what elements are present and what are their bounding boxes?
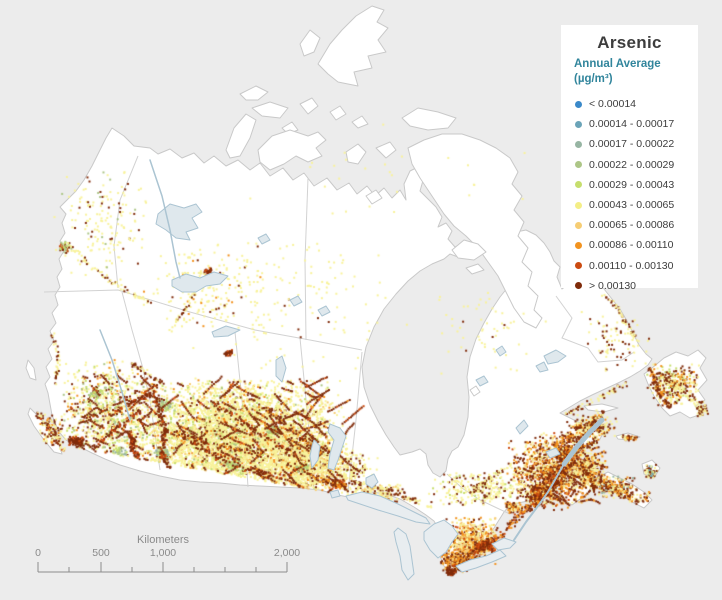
lake xyxy=(423,519,459,559)
scalebar-tick-label: 1,000 xyxy=(150,547,176,559)
lake xyxy=(327,423,347,471)
lake xyxy=(329,489,341,499)
legend-class-label: > 0.00130 xyxy=(589,279,637,292)
scalebar-graphic: 0 500 1,000 2,000 xyxy=(35,547,300,573)
lake xyxy=(491,537,517,551)
river xyxy=(149,159,181,279)
lake xyxy=(365,473,379,489)
legend-item: > 0.00130 xyxy=(561,276,698,296)
legend-item: 0.00022 - 0.00029 xyxy=(561,155,698,175)
legend-class-label: 0.00110 - 0.00130 xyxy=(589,259,674,272)
lake xyxy=(257,233,271,245)
legend-swatch-dot xyxy=(575,241,582,249)
river xyxy=(513,423,599,541)
legend-class-label: 0.00014 - 0.00017 xyxy=(589,118,675,131)
lake xyxy=(393,527,415,581)
legend-swatch-dot xyxy=(575,221,582,229)
scalebar-tick-label: 500 xyxy=(92,547,110,559)
lake xyxy=(543,349,567,365)
legend-item: < 0.00014 xyxy=(561,94,698,114)
legend-item: 0.00014 - 0.00017 xyxy=(561,114,698,134)
legend-class-label: 0.00043 - 0.00065 xyxy=(589,199,675,212)
lake xyxy=(211,325,241,338)
legend-subtitle-line2: (µg/m³) xyxy=(574,73,613,85)
lake xyxy=(289,295,303,307)
lake xyxy=(495,345,507,357)
legend-swatch-dot xyxy=(575,120,582,128)
legend-subtitle-line1: Annual Average xyxy=(574,58,661,70)
legend-swatch-dot xyxy=(575,161,582,169)
legend-item: 0.00043 - 0.00065 xyxy=(561,195,698,215)
legend-item: 0.00110 - 0.00130 xyxy=(561,256,698,276)
legend-swatch-dot xyxy=(575,282,582,290)
lake xyxy=(317,305,331,317)
legend-panel: Arsenic Annual Average (µg/m³) < 0.00014… xyxy=(561,25,698,292)
legend-class-list: < 0.00014 0.00014 - 0.00017 0.00017 - 0.00… xyxy=(561,94,698,296)
legend-item: 0.00065 - 0.00086 xyxy=(561,215,698,235)
lake xyxy=(545,447,561,459)
scalebar-tick-label: 0 xyxy=(35,547,41,559)
river xyxy=(99,329,131,421)
lake xyxy=(345,491,431,525)
legend-item: 0.00029 - 0.00043 xyxy=(561,175,698,195)
legend-swatch-dot xyxy=(575,181,582,189)
lake xyxy=(535,361,549,373)
legend-title: Arsenic xyxy=(597,33,662,52)
legend-item: 0.00086 - 0.00110 xyxy=(561,235,698,255)
legend-item: 0.00017 - 0.00022 xyxy=(561,134,698,154)
lake xyxy=(515,419,529,435)
lake xyxy=(155,203,203,241)
legend-class-label: 0.00017 - 0.00022 xyxy=(589,138,675,151)
lake xyxy=(171,271,229,293)
legend-swatch-dot xyxy=(575,140,582,148)
legend-class-label: 0.00029 - 0.00043 xyxy=(589,178,675,191)
legend-class-label: < 0.00014 xyxy=(589,98,637,111)
scalebar-tick-label: 2,000 xyxy=(274,547,300,559)
legend-swatch-dot xyxy=(575,201,582,209)
legend-swatch-dot xyxy=(575,100,582,108)
scale-bar: Kilometers 0 500 1,000 2,000 xyxy=(0,528,330,588)
legend-swatch-dot xyxy=(575,262,582,270)
river xyxy=(561,417,605,467)
lake xyxy=(309,439,321,469)
lake xyxy=(455,549,507,573)
lake xyxy=(275,355,287,383)
scalebar-title: Kilometers xyxy=(137,534,189,546)
legend-class-label: 0.00065 - 0.00086 xyxy=(589,219,675,232)
legend-class-label: 0.00022 - 0.00029 xyxy=(589,158,675,171)
legend-class-label: 0.00086 - 0.00110 xyxy=(589,239,674,252)
lake xyxy=(475,375,489,387)
